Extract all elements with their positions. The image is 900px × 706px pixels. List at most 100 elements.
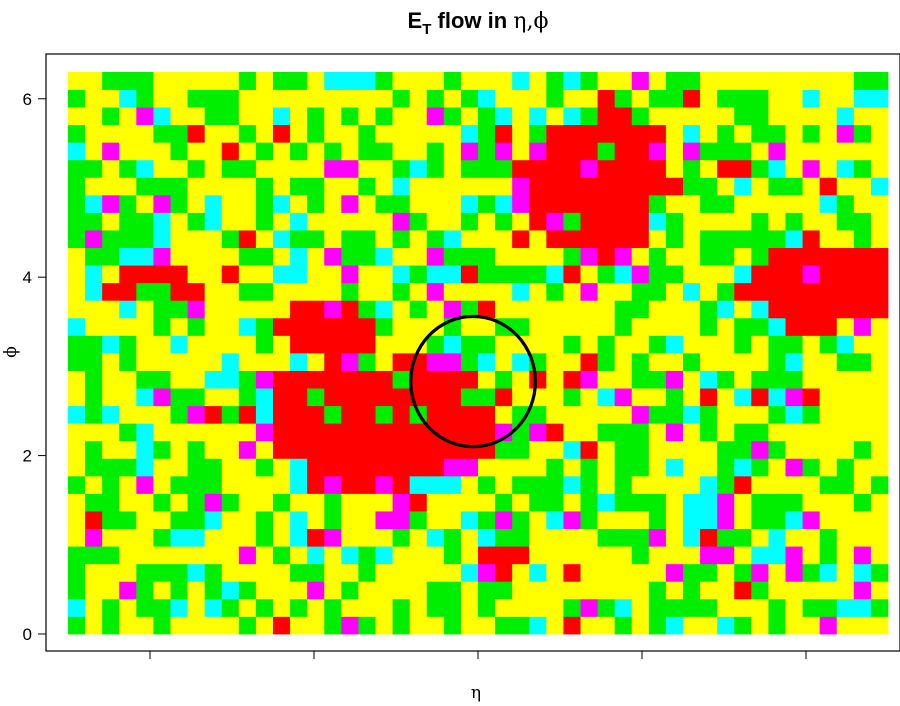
heatmap-cell <box>238 142 257 161</box>
heatmap-cell <box>751 370 769 389</box>
heatmap-cell <box>802 194 821 213</box>
heatmap-cell <box>238 159 257 178</box>
heatmap-cell <box>478 107 496 126</box>
heatmap-cell <box>478 247 496 266</box>
heatmap-cell <box>153 300 171 319</box>
heatmap-cell <box>460 616 479 635</box>
heatmap-cell <box>443 124 462 143</box>
heatmap-cell <box>426 72 445 90</box>
heatmap-cell <box>324 282 342 301</box>
heatmap-cell <box>717 177 735 196</box>
heatmap-cell <box>119 89 137 108</box>
heatmap-cell <box>700 370 718 389</box>
heatmap-cell <box>409 107 428 126</box>
heatmap-cell <box>187 230 206 249</box>
heatmap-cell <box>375 353 393 371</box>
heatmap-cell <box>221 353 240 371</box>
heatmap-cell <box>358 159 376 178</box>
heatmap-cell <box>819 475 838 494</box>
heatmap-cell <box>102 265 120 284</box>
heatmap-cell <box>136 177 154 196</box>
y-tick-label: 0 <box>23 625 32 644</box>
heatmap-cell <box>119 546 137 565</box>
heatmap-cell <box>136 107 154 126</box>
heatmap-cell <box>341 616 359 635</box>
heatmap-cell <box>597 423 616 442</box>
heatmap-cell <box>341 177 359 196</box>
heatmap-cell <box>648 616 667 635</box>
heatmap-cell <box>836 528 855 547</box>
heatmap-cell <box>341 353 359 371</box>
heatmap-cell <box>734 317 752 336</box>
heatmap-cell <box>614 177 633 196</box>
heatmap-cell <box>221 335 240 354</box>
heatmap-cell <box>819 247 838 266</box>
heatmap-cell <box>478 598 496 617</box>
heatmap-cell <box>136 546 154 565</box>
heatmap-cell <box>836 598 855 617</box>
heatmap-cell <box>819 563 838 582</box>
heatmap-cell <box>563 159 581 178</box>
heatmap-cell <box>136 616 154 635</box>
heatmap-cell <box>204 353 223 371</box>
heatmap-cell <box>392 475 411 494</box>
heatmap-cell <box>170 353 188 371</box>
heatmap-cell <box>221 528 240 547</box>
heatmap-cell <box>512 528 530 547</box>
heatmap-cell <box>136 247 154 266</box>
heatmap-cell <box>768 493 786 512</box>
heatmap-cell <box>136 300 154 319</box>
heatmap-cell <box>136 598 154 617</box>
heatmap-cell <box>170 528 188 547</box>
heatmap-cell <box>136 458 154 477</box>
heatmap-cell <box>836 475 855 494</box>
heatmap-cell <box>836 335 855 354</box>
heatmap-cell <box>683 616 701 635</box>
heatmap-cell <box>700 194 718 213</box>
heatmap-cell <box>238 423 257 442</box>
heatmap-cell <box>290 107 308 126</box>
heatmap-cell <box>529 335 547 354</box>
heatmap-cell <box>85 159 103 178</box>
heatmap-cell <box>546 581 564 600</box>
heatmap-cell <box>170 335 188 354</box>
heatmap-cell <box>546 335 564 354</box>
heatmap-cell <box>665 511 684 530</box>
heatmap-cell <box>768 423 786 442</box>
heatmap-cell <box>700 423 718 442</box>
heatmap-cell <box>443 335 462 354</box>
heatmap-cell <box>665 598 684 617</box>
heatmap-cell <box>597 212 616 231</box>
heatmap-cell <box>119 159 137 178</box>
y-axis-label: ϕ <box>1 346 21 358</box>
heatmap-cell <box>734 300 752 319</box>
heatmap-cell <box>153 528 171 547</box>
heatmap-cell <box>836 72 855 90</box>
heatmap-cell <box>102 458 120 477</box>
heatmap-cell <box>631 370 650 389</box>
heatmap-cell <box>102 282 120 301</box>
heatmap-cell <box>102 247 120 266</box>
heatmap-cell <box>768 159 786 178</box>
heatmap-cell <box>648 159 667 178</box>
heatmap-cell <box>700 528 718 547</box>
heatmap-cell <box>751 546 769 565</box>
heatmap-cell <box>136 265 154 284</box>
heatmap-cell <box>170 300 188 319</box>
heatmap-cell <box>170 194 188 213</box>
heatmap-cell <box>495 300 513 319</box>
heatmap-cell <box>836 89 855 108</box>
heatmap-cell <box>563 142 581 161</box>
heatmap-cell <box>836 177 855 196</box>
heatmap-cell <box>853 72 872 90</box>
heatmap-cell <box>853 528 872 547</box>
heatmap-cell <box>631 300 650 319</box>
heatmap-cell <box>68 282 86 301</box>
heatmap-cell <box>614 598 633 617</box>
heatmap-cell <box>648 511 667 530</box>
heatmap-cell <box>836 493 855 512</box>
heatmap-cell <box>443 493 462 512</box>
heatmap-cell <box>238 458 257 477</box>
heatmap-cell <box>734 528 752 547</box>
heatmap-cell <box>546 317 564 336</box>
